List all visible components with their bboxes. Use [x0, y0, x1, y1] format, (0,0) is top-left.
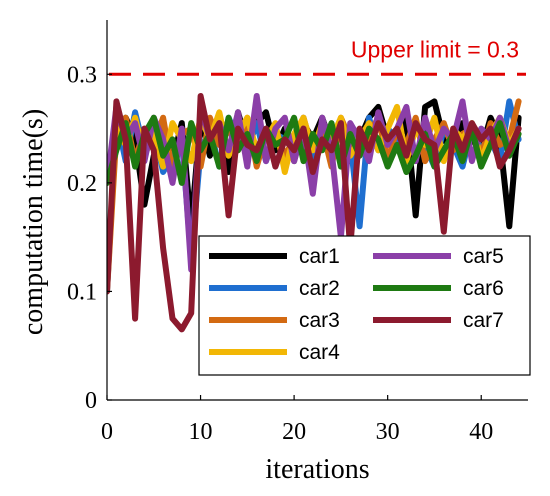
y-tick-label: 0.3: [67, 62, 97, 88]
upper-limit-annotation: Upper limit = 0.3: [351, 36, 519, 62]
y-tick-label: 0.1: [67, 279, 97, 305]
x-tick-label: 30: [376, 419, 400, 445]
x-tick-label: 40: [469, 419, 493, 445]
legend: car1 car2 car3 car4 car5 car6 car7: [198, 235, 531, 376]
legend-label-car1: car1: [299, 245, 340, 268]
legend-label-car7: car7: [463, 309, 504, 332]
legend-label-car3: car3: [299, 309, 340, 332]
legend-label-car6: car6: [463, 277, 504, 300]
x-tick-label: 20: [282, 419, 306, 445]
y-tick-label: 0: [85, 388, 97, 414]
series-group: [107, 93, 522, 333]
series-line-car7: [107, 93, 522, 333]
x-tick-label: 0: [101, 419, 113, 445]
legend-label-car4: car4: [299, 341, 340, 364]
legend-label-car5: car5: [463, 245, 504, 268]
ticks: 0 10 20 30 40 0 0.1 0.2 0.3: [67, 62, 493, 445]
y-axis-label: computation time(s): [18, 109, 49, 335]
axes: [106, 20, 528, 401]
x-tick-label: 10: [189, 419, 213, 445]
legend-label-car2: car2: [299, 277, 340, 300]
y-tick-label: 0.2: [67, 171, 97, 197]
x-axis-label: iterations: [265, 454, 369, 485]
